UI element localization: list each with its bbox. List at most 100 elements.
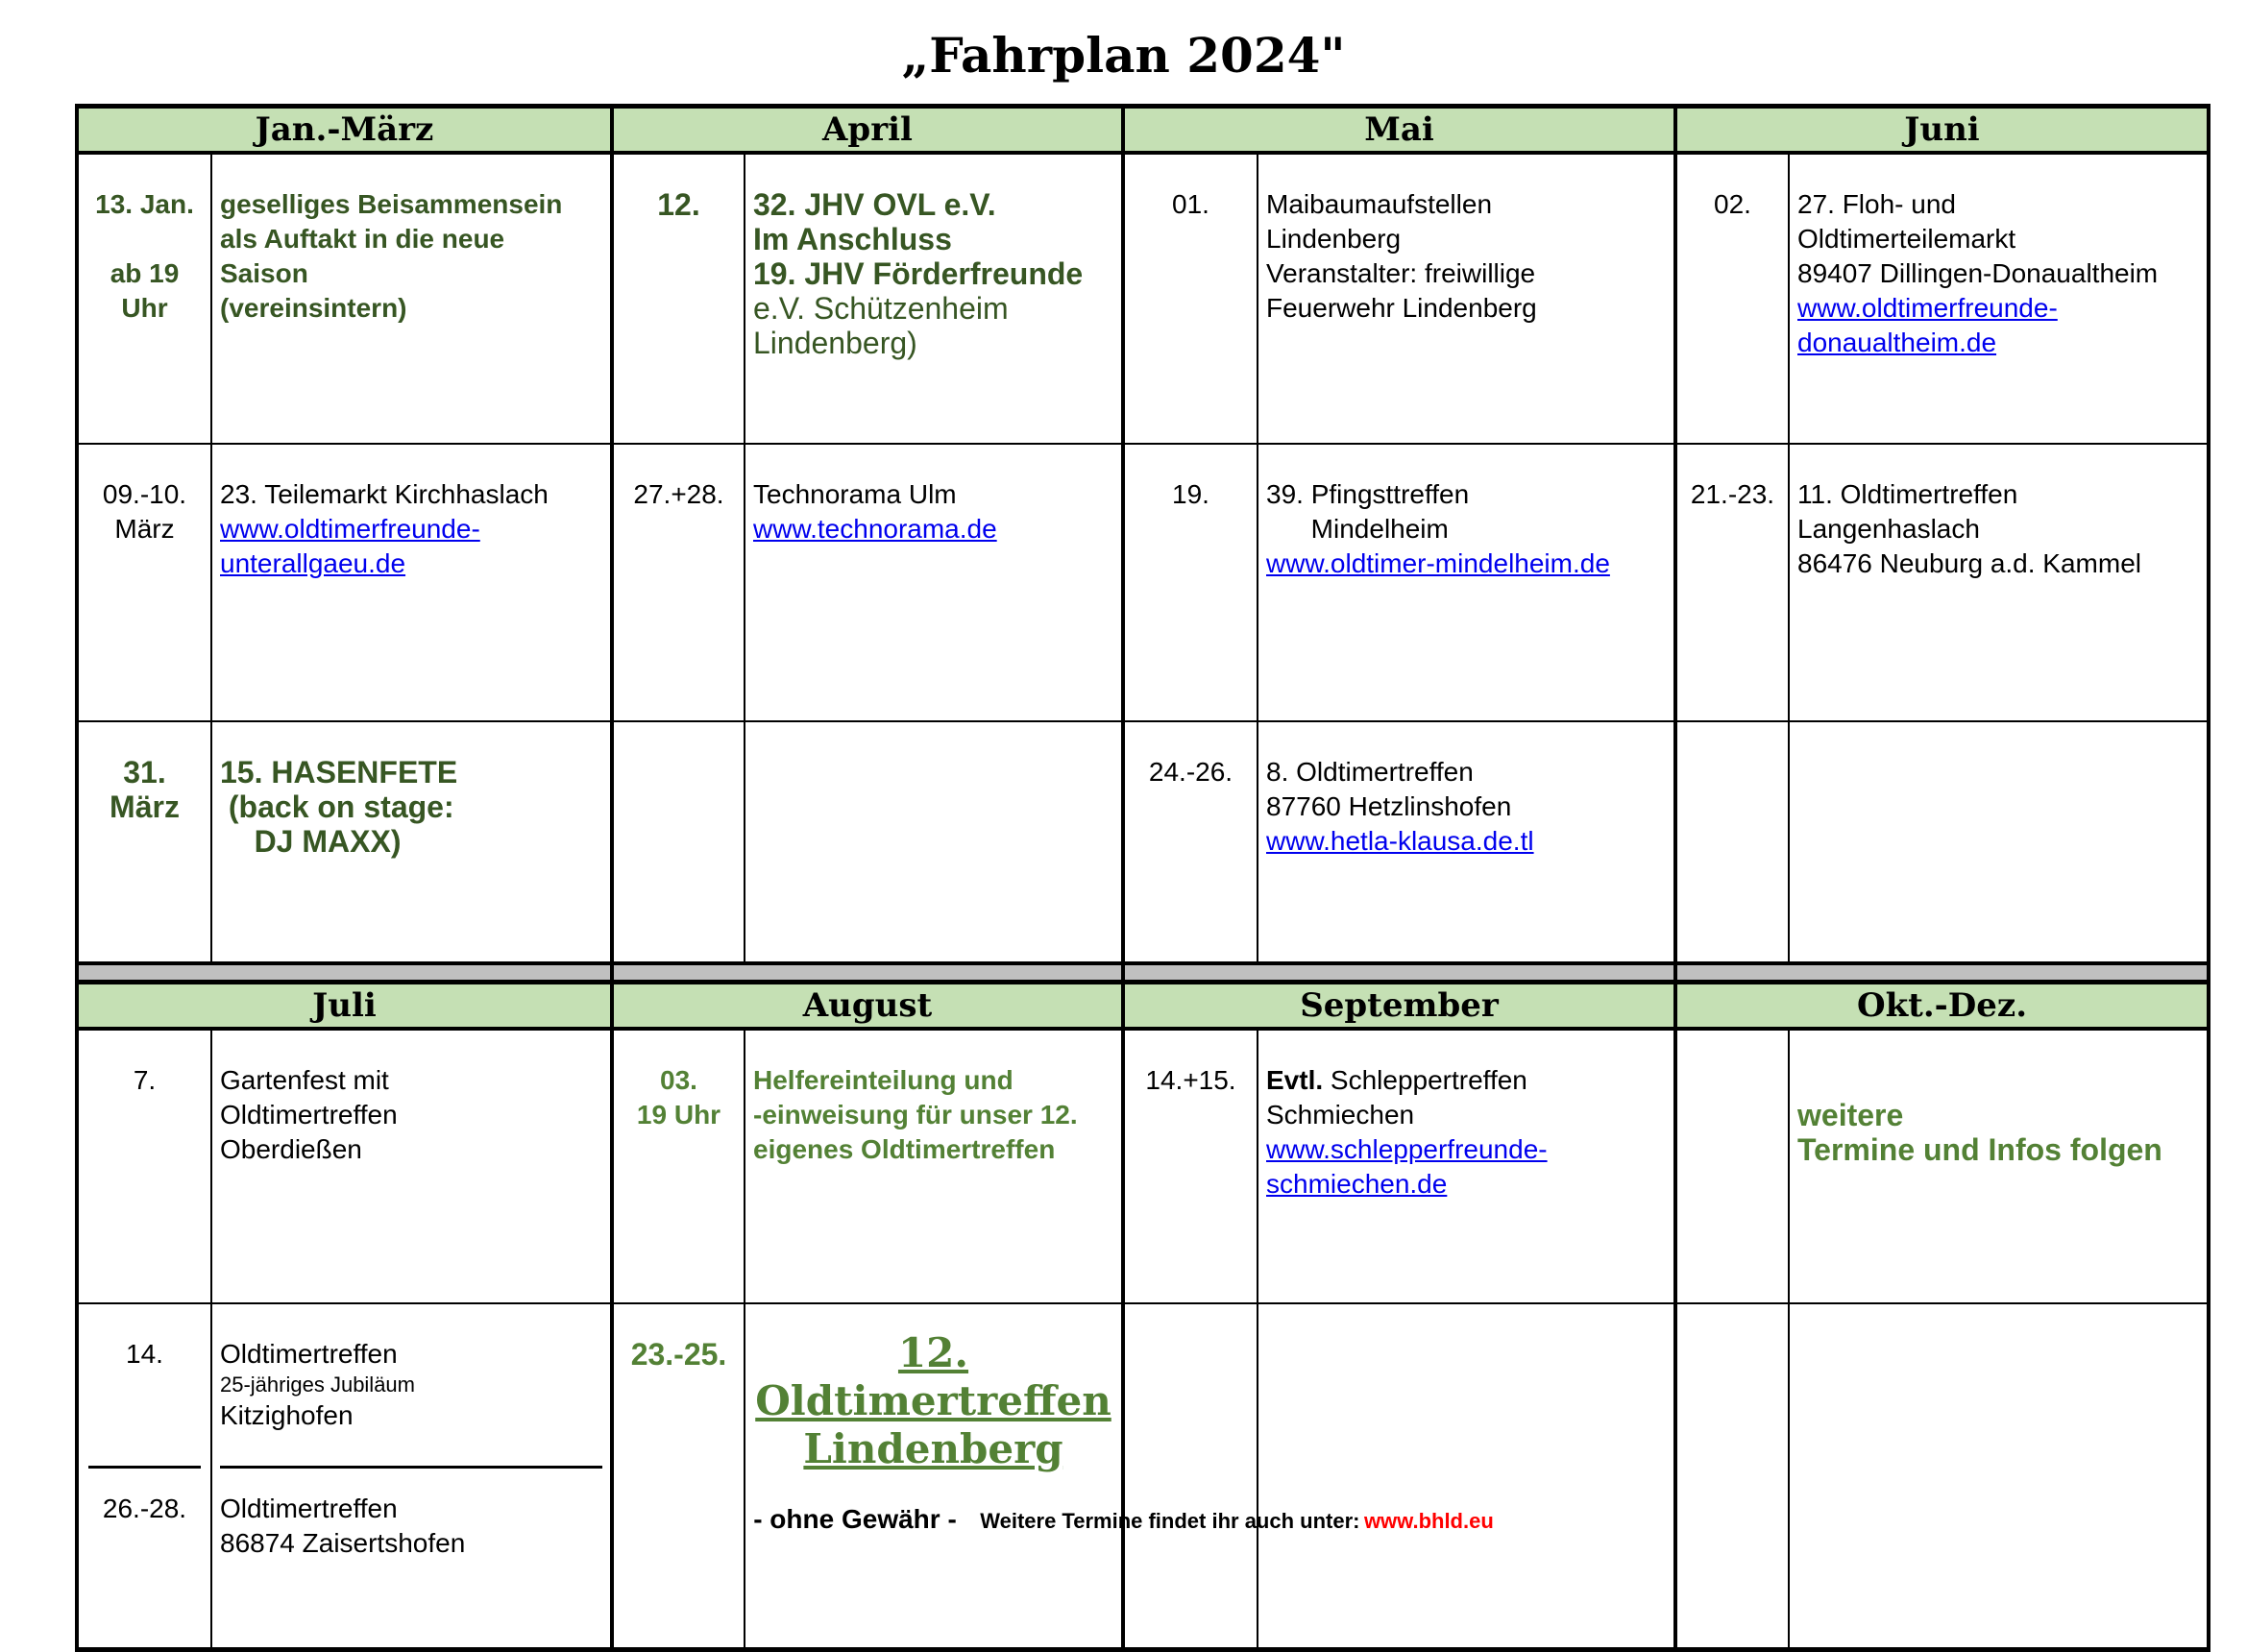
event-date: 21.-23. bbox=[1690, 479, 1775, 509]
date-cell: 31. März bbox=[75, 720, 212, 964]
date-cell bbox=[610, 720, 745, 964]
feature-text: Lindenberg bbox=[803, 1425, 1063, 1472]
event-link[interactable]: www.oldtimerfreunde- bbox=[220, 514, 480, 544]
disclaimer: - ohne Gewähr - bbox=[753, 1504, 957, 1534]
separator-cell bbox=[610, 961, 1125, 984]
date-cell: 24.-26. bbox=[1121, 720, 1258, 964]
event-text: 32. JHV OVL e.V. bbox=[753, 187, 996, 222]
date-cell: 14. 26.-28. bbox=[75, 1302, 212, 1652]
event-date bbox=[1677, 755, 1788, 790]
event-date: 02. bbox=[1714, 189, 1751, 219]
event-text: Evtl. bbox=[1266, 1065, 1324, 1095]
date-cell bbox=[1673, 720, 1790, 964]
event-text: 87760 Hetzlinshofen bbox=[1266, 791, 1512, 821]
event-date: 14.+15. bbox=[1145, 1065, 1236, 1095]
divider bbox=[88, 1466, 201, 1469]
event-date bbox=[79, 222, 210, 256]
event-cell: 8. Oldtimertreffen 87760 Hetzlinshofen www… bbox=[1257, 720, 1677, 964]
event-cell: weitere Termine und Infos folgen bbox=[1788, 1028, 2210, 1304]
page-title: „Fahrplan 2024" bbox=[901, 27, 1346, 84]
month-header: Okt.-Dez. bbox=[1673, 980, 2210, 1031]
event-text: Kitzighofen bbox=[220, 1400, 354, 1430]
event-text: Termine und Infos folgen bbox=[1797, 1132, 2162, 1167]
event-text: Lindenberg bbox=[1266, 224, 1402, 254]
event-cell: Maibaumaufstellen Lindenberg Veranstalter:… bbox=[1257, 152, 1677, 445]
date-cell bbox=[1673, 1302, 1790, 1652]
event-cell: Technorama Ulm www.technorama.de bbox=[744, 443, 1125, 722]
event-cell: 12. Oldtimertreffen Lindenberg bbox=[744, 1302, 1125, 1652]
event-text: 8. Oldtimertreffen bbox=[1266, 757, 1474, 787]
feature-text: Oldtimertreffen bbox=[755, 1377, 1111, 1424]
event-cell: Gartenfest mit Oldtimertreffen Oberdießen bbox=[210, 1028, 614, 1304]
event-date: 03. bbox=[660, 1065, 697, 1095]
separator-cell bbox=[75, 961, 614, 984]
event-text: Oldtimertreffen bbox=[220, 1339, 398, 1369]
separator-cell bbox=[1121, 961, 1677, 984]
event-date: Uhr bbox=[121, 293, 168, 323]
separator-cell bbox=[1673, 961, 2210, 984]
event-text: 19. JHV Förderfreunde bbox=[753, 256, 1084, 291]
event-text: 11. Oldtimertreffen bbox=[1797, 479, 2018, 509]
date-cell: 23.-25. bbox=[610, 1302, 745, 1652]
event-text bbox=[1797, 1063, 2199, 1098]
event-link[interactable]: unterallgaeu.de bbox=[220, 548, 406, 578]
event-text: Oldtimertreffen bbox=[220, 1494, 398, 1523]
event-cell: geselliges Beisammensein als Auftakt in d… bbox=[210, 152, 614, 445]
divider bbox=[220, 1466, 602, 1469]
event-cell bbox=[744, 720, 1125, 964]
event-date: 09.-10. bbox=[102, 479, 187, 509]
event-link[interactable]: www.hetla-klausa.de.tl bbox=[1266, 826, 1534, 856]
bhld-link[interactable]: www.bhld.eu bbox=[1363, 1509, 1494, 1533]
event-cell: 39. Pfingsttreffen Mindelheim www.oldtime… bbox=[1257, 443, 1677, 722]
event-date: März bbox=[114, 514, 175, 544]
event-text: (vereinsintern) bbox=[220, 293, 407, 323]
event-date: 27.+28. bbox=[633, 479, 724, 509]
event-cell: 11. Oldtimertreffen Langenhaslach 86476 Ne… bbox=[1788, 443, 2210, 722]
month-header: Juni bbox=[1673, 104, 2210, 155]
date-cell bbox=[1121, 1302, 1258, 1652]
event-date: 23.-25. bbox=[630, 1337, 727, 1372]
event-text: Oldtimertreffen bbox=[220, 1100, 398, 1130]
month-header: April bbox=[610, 104, 1125, 155]
month-header-row: Jan.-März April Mai Juni bbox=[75, 104, 2210, 155]
sub-date: 14. bbox=[79, 1337, 210, 1441]
event-date bbox=[1677, 1063, 1788, 1098]
event-row: 13. Jan. ab 19 Uhr geselliges Beisammensei… bbox=[75, 152, 2210, 445]
event-date: 01. bbox=[1172, 189, 1209, 219]
section-separator bbox=[75, 961, 2210, 984]
event-date: 24.-26. bbox=[1148, 757, 1233, 787]
event-date bbox=[1125, 1337, 1257, 1372]
event-text: Oldtimerteilemarkt bbox=[1797, 224, 2016, 254]
event-text: Saison bbox=[220, 258, 308, 288]
event-text: Mindelheim bbox=[1266, 514, 1449, 544]
event-text: eigenes Oldtimertreffen bbox=[753, 1134, 1056, 1164]
event-date: 13. Jan. bbox=[95, 189, 194, 219]
event-row: 7. Gartenfest mit Oldtimertreffen Oberdieße… bbox=[75, 1028, 2210, 1304]
event-date: März bbox=[110, 790, 180, 824]
event-text: 39. Pfingsttreffen bbox=[1266, 479, 1470, 509]
event-text: 25-jähriges Jubiläum bbox=[220, 1373, 415, 1397]
event-text: Schleppertreffen bbox=[1323, 1065, 1527, 1095]
feature-text: 12. bbox=[897, 1329, 969, 1376]
date-cell: 09.-10. März bbox=[75, 443, 212, 722]
event-link[interactable]: www.oldtimerfreunde- bbox=[1797, 293, 2058, 323]
event-link[interactable]: www.technorama.de bbox=[753, 514, 997, 544]
event-row: 31. März 15. HASENFETE (back on stage: DJ … bbox=[75, 720, 2210, 964]
event-date: ab 19 bbox=[110, 258, 180, 288]
event-cell: Helfereinteilung und -einweisung für unse… bbox=[744, 1028, 1125, 1304]
event-link[interactable]: www.oldtimer-mindelheim.de bbox=[1266, 548, 1610, 578]
event-text: 23. Teilemarkt Kirchhaslach bbox=[220, 479, 549, 509]
event-text: 89407 Dillingen-Donaualtheim bbox=[1797, 258, 2159, 288]
event-text: Lindenberg) bbox=[753, 326, 917, 360]
date-cell: 12. bbox=[610, 152, 745, 445]
event-cell: 27. Floh- und Oldtimerteilemarkt 89407 Dil… bbox=[1788, 152, 2210, 445]
month-header: Jan.-März bbox=[75, 104, 614, 155]
month-header: Mai bbox=[1121, 104, 1677, 155]
event-link[interactable]: donaualtheim.de bbox=[1797, 328, 1997, 357]
date-cell: 03. 19 Uhr bbox=[610, 1028, 745, 1304]
event-link[interactable]: www.schlepperfreunde- bbox=[1266, 1134, 1548, 1164]
event-link[interactable]: schmiechen.de bbox=[1266, 1169, 1448, 1199]
event-date bbox=[614, 755, 744, 790]
event-text: Feuerwehr Lindenberg bbox=[1266, 293, 1537, 323]
event-line: Evtl. Schleppertreffen bbox=[1266, 1063, 1666, 1098]
